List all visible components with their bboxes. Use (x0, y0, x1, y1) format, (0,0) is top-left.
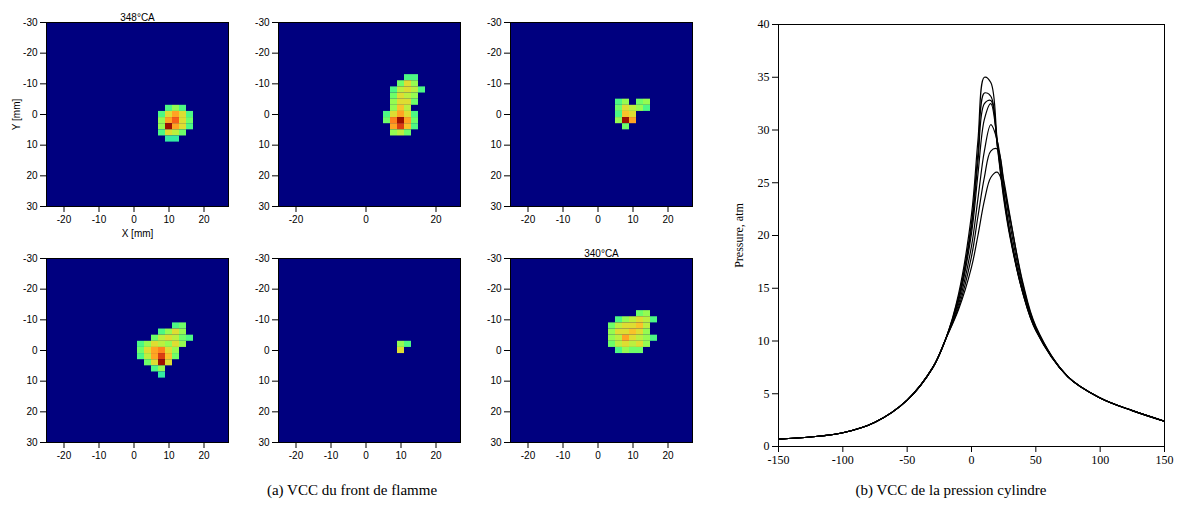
svg-text:-10: -10 (556, 214, 571, 225)
svg-text:20: 20 (198, 214, 210, 225)
svg-text:Y [mm]: Y [mm] (11, 99, 22, 131)
svg-text:0: 0 (764, 439, 770, 453)
svg-text:20: 20 (430, 450, 442, 461)
svg-text:30: 30 (258, 201, 270, 212)
svg-text:20: 20 (258, 406, 270, 417)
svg-text:20: 20 (26, 170, 38, 181)
svg-text:10: 10 (395, 450, 407, 461)
svg-text:150: 150 (1156, 453, 1174, 467)
svg-text:-30: -30 (23, 17, 38, 28)
svg-text:10: 10 (490, 139, 502, 150)
svg-text:10: 10 (163, 214, 175, 225)
svg-text:0: 0 (264, 109, 270, 120)
svg-text:20: 20 (258, 170, 270, 181)
html-text:(b) VCC de la pression cylindr: (b) VCC de la pression cylindre (855, 482, 1047, 498)
html-text:(a) VCC du front de flamme: (a) VCC du front de flamme (266, 482, 437, 498)
svg-text:-10: -10 (23, 78, 38, 89)
svg-text:20: 20 (490, 170, 502, 181)
svg-text:-150: -150 (768, 453, 790, 467)
svg-text:0: 0 (264, 345, 270, 356)
svg-text:0: 0 (131, 214, 137, 225)
svg-text:20: 20 (26, 406, 38, 417)
svg-text:30: 30 (26, 201, 38, 212)
svg-text:-20: -20 (487, 47, 502, 58)
svg-text:35: 35 (758, 70, 770, 84)
svg-text:-10: -10 (324, 450, 339, 461)
svg-text:-10: -10 (255, 78, 270, 89)
svg-text:-30: -30 (255, 253, 270, 264)
svg-text:10: 10 (26, 139, 38, 150)
svg-text:0: 0 (363, 214, 369, 225)
svg-text:20: 20 (758, 228, 770, 242)
svg-text:25: 25 (758, 176, 770, 190)
svg-text:0: 0 (363, 450, 369, 461)
svg-text:0: 0 (496, 345, 502, 356)
svg-text:10: 10 (258, 139, 270, 150)
svg-text:-20: -20 (23, 47, 38, 58)
svg-text:20: 20 (662, 450, 674, 461)
svg-text:-10: -10 (23, 314, 38, 325)
svg-text:50: 50 (1030, 453, 1042, 467)
svg-text:20: 20 (490, 406, 502, 417)
svg-text:0: 0 (32, 345, 38, 356)
svg-text:-20: -20 (521, 214, 536, 225)
svg-text:-20: -20 (289, 214, 304, 225)
svg-text:0: 0 (595, 450, 601, 461)
svg-text:-10: -10 (487, 78, 502, 89)
svg-text:5: 5 (764, 387, 770, 401)
svg-text:-20: -20 (255, 283, 270, 294)
svg-text:-20: -20 (23, 283, 38, 294)
svg-text:-30: -30 (255, 17, 270, 28)
svg-text:30: 30 (26, 437, 38, 448)
svg-text:-10: -10 (556, 450, 571, 461)
svg-text:-20: -20 (289, 450, 304, 461)
svg-text:-10: -10 (92, 214, 107, 225)
svg-text:348°CA: 348°CA (120, 12, 155, 23)
svg-text:20: 20 (198, 450, 210, 461)
svg-text:0: 0 (595, 214, 601, 225)
svg-text:10: 10 (258, 375, 270, 386)
svg-text:30: 30 (490, 201, 502, 212)
svg-text:-100: -100 (832, 453, 854, 467)
svg-text:10: 10 (490, 375, 502, 386)
svg-text:-30: -30 (487, 17, 502, 28)
svg-text:340°CA: 340°CA (584, 248, 619, 259)
svg-text:10: 10 (627, 214, 639, 225)
svg-text:-30: -30 (487, 253, 502, 264)
svg-text:-10: -10 (92, 450, 107, 461)
svg-text:-20: -20 (487, 283, 502, 294)
svg-text:20: 20 (430, 214, 442, 225)
svg-text:40: 40 (758, 17, 770, 31)
svg-text:30: 30 (758, 123, 770, 137)
svg-text:20: 20 (662, 214, 674, 225)
svg-text:-20: -20 (57, 450, 72, 461)
svg-text:30: 30 (490, 437, 502, 448)
svg-text:-30: -30 (23, 253, 38, 264)
svg-text:10: 10 (163, 450, 175, 461)
svg-text:X [mm]: X [mm] (122, 228, 154, 239)
svg-text:10: 10 (758, 334, 770, 348)
svg-text:Pressure, atm: Pressure, atm (732, 203, 746, 268)
svg-text:-20: -20 (57, 214, 72, 225)
svg-text:0: 0 (131, 450, 137, 461)
svg-text:100: 100 (1091, 453, 1109, 467)
svg-text:-20: -20 (255, 47, 270, 58)
svg-text:-50: -50 (899, 453, 915, 467)
svg-text:15: 15 (758, 281, 770, 295)
svg-text:-20: -20 (521, 450, 536, 461)
svg-text:-10: -10 (255, 314, 270, 325)
svg-text:0: 0 (969, 453, 975, 467)
svg-text:10: 10 (26, 375, 38, 386)
svg-text:-10: -10 (487, 314, 502, 325)
svg-text:0: 0 (32, 109, 38, 120)
svg-text:30: 30 (258, 437, 270, 448)
svg-text:10: 10 (627, 450, 639, 461)
svg-text:0: 0 (496, 109, 502, 120)
